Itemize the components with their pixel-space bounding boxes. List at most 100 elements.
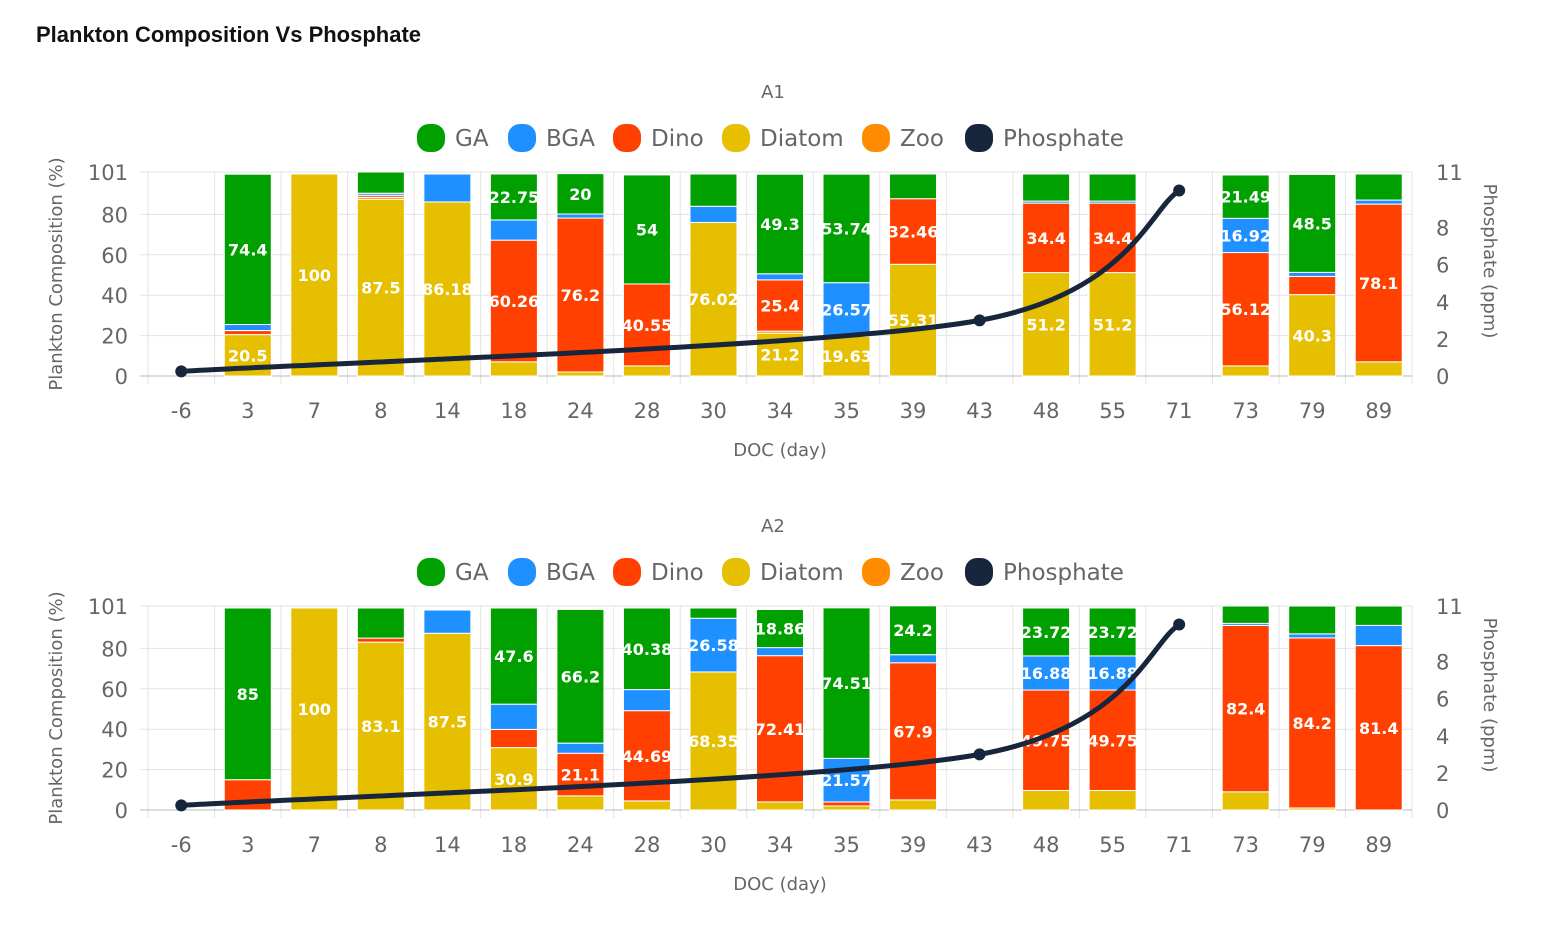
chart2-label-ga-28: 40.38: [622, 640, 673, 659]
chart1-phosphate-point--6: [175, 365, 188, 378]
chart2-xtick: 14: [434, 833, 461, 857]
chart1-legend-swatch-zoo: [862, 124, 890, 152]
chart1-label-dino-73: 56.12: [1220, 300, 1271, 319]
chart1-xtick: 34: [767, 399, 794, 423]
chart2-bar-bga-39: [889, 654, 938, 664]
chart2-xtick: -6: [171, 833, 192, 857]
chart1-y2tick: 4: [1436, 291, 1449, 315]
chart2-bar-diatom-48: [1022, 790, 1071, 811]
chart2-label-ga-48: 23.72: [1021, 623, 1072, 642]
chart1-xtick: 48: [1033, 399, 1060, 423]
chart1-xtick: 55: [1099, 399, 1126, 423]
chart1-y2label: Phosphate (ppm): [1479, 184, 1500, 339]
chart1-bar-ga-39: [889, 173, 938, 200]
chart1-bar-bga-3: [223, 323, 272, 332]
chart2-label-diatom-18: 30.9: [494, 770, 533, 789]
chart1-label-ga-3: 74.4: [228, 240, 267, 259]
chart2-xtick: 35: [833, 833, 860, 857]
chart1-label-diatom-55: 51.2: [1093, 315, 1132, 334]
chart1-bar-ga-79: [1288, 173, 1337, 273]
chart1-bar-bga-89: [1354, 199, 1403, 205]
chart2-y2tick: 8: [1436, 651, 1449, 675]
chart1-bar-bga-73: [1221, 217, 1270, 254]
chart1-label-ga-79: 48.5: [1292, 214, 1331, 233]
chart1-legend-swatch-diatom: [722, 124, 750, 152]
chart2-bar-diatom-55: [1088, 790, 1137, 811]
chart2-title: A2: [761, 516, 785, 537]
chart2-label-dino-89: 81.4: [1359, 719, 1398, 738]
chart1-bar-ga-55: [1088, 173, 1137, 202]
chart1-label-diatom-14: 86.18: [422, 280, 473, 299]
chart1-y2tick: 11: [1436, 161, 1463, 185]
chart2-xtick: 48: [1033, 833, 1060, 857]
chart2-legend-swatch-diatom: [722, 558, 750, 586]
chart1-label-ga-35: 53.74: [821, 219, 872, 238]
chart1-legend-swatch-bga: [508, 124, 536, 152]
chart2-label-dino-73: 82.4: [1226, 700, 1265, 719]
chart2-bar-bga-89: [1354, 624, 1403, 647]
chart2-bar-bga-18: [489, 703, 538, 730]
chart2-bar-diatom-14: [423, 632, 472, 811]
chart2-xtick: 8: [374, 833, 387, 857]
chart2-ytick: 60: [101, 678, 128, 702]
chart2-label-bga-48: 16.88: [1021, 664, 1072, 683]
chart1-phosphate-point-43: [973, 314, 986, 327]
chart2-bar-dino-79: [1288, 637, 1337, 809]
chart1-bar-bga-14: [423, 173, 472, 203]
chart1-label-diatom-35: 19.63: [821, 347, 872, 366]
chart1-bar-bga-79: [1288, 271, 1337, 277]
chart2-phosphate-point-71: [1173, 618, 1186, 631]
chart1-xtick: 39: [900, 399, 927, 423]
chart1-label-dino-18: 60.26: [489, 292, 540, 311]
chart2-legend-swatch-ga: [417, 558, 445, 586]
chart2-legend-label-dino: Dino: [651, 560, 704, 586]
chart1-ytick: 60: [101, 244, 128, 268]
chart1-xtick: 18: [501, 399, 528, 423]
chart1-bar-dino-79: [1288, 275, 1337, 296]
chart1-bar-ga-28: [622, 174, 671, 285]
chart1-xtick: 3: [241, 399, 254, 423]
chart1-label-dino-89: 78.1: [1359, 274, 1398, 293]
chart2-bar-ga-39: [889, 605, 938, 656]
chart1-legend-label-dino: Dino: [651, 126, 704, 152]
chart2-bar-ga-3: [223, 607, 272, 781]
chart2-label-dino-39: 67.9: [893, 722, 932, 741]
chart1-bar-ga-73: [1221, 174, 1270, 219]
chart1-ytick: 20: [101, 325, 128, 349]
chart2-bar-ga-34: [756, 608, 804, 649]
chart2-y2tick: 0: [1436, 799, 1449, 823]
chart1-xtick: 79: [1299, 399, 1326, 423]
chart1-ytick: 40: [101, 284, 128, 308]
chart1-bar-diatom-48: [1022, 272, 1071, 377]
chart2-xtick: 30: [700, 833, 727, 857]
chart1-label-diatom-7: 100: [298, 266, 331, 285]
chart2-bar-bga-30: [689, 617, 738, 673]
chart2-label-diatom-30: 68.35: [688, 732, 739, 751]
chart2-bar-diatom-30: [689, 671, 738, 811]
chart2-bar-ga-30: [689, 607, 738, 619]
chart1-xtick: -6: [171, 399, 192, 423]
chart2-xtick: 24: [567, 833, 594, 857]
chart1-label-bga-35: 26.57: [821, 301, 872, 320]
chart2-legend: GA BGA Dino Diatom Zoo Phosphate: [417, 558, 1124, 586]
chart2-bar-ga-89: [1354, 605, 1403, 626]
chart1-label-ga-18: 22.75: [489, 188, 540, 207]
chart1-bar-dino-73: [1221, 252, 1270, 367]
chart2-bar-bga-48: [1022, 655, 1071, 691]
chart2-legend-swatch-zoo: [862, 558, 890, 586]
chart2-label-dino-48: 49.75: [1021, 731, 1072, 750]
chart2-label-ga-3: 85: [237, 685, 259, 704]
chart1-phosphate-line: [178, 188, 1182, 374]
chart2-bar-bga-55: [1088, 655, 1137, 691]
chart1-bar-ga-30: [689, 173, 738, 207]
chart2-xtick: 34: [767, 833, 794, 857]
chart2-bar-bga-79: [1288, 633, 1337, 639]
chart1-legend-swatch-phosphate: [965, 124, 993, 152]
chart1-label-dino-55: 34.4: [1093, 229, 1132, 248]
chart1-bar-dino-18: [489, 239, 538, 363]
chart2-label-diatom-14: 87.5: [428, 713, 467, 732]
chart1-y2tick: 2: [1436, 328, 1449, 352]
chart2-label-dino-34: 72.41: [755, 720, 806, 739]
chart1-label-diatom-34: 21.2: [760, 346, 799, 365]
